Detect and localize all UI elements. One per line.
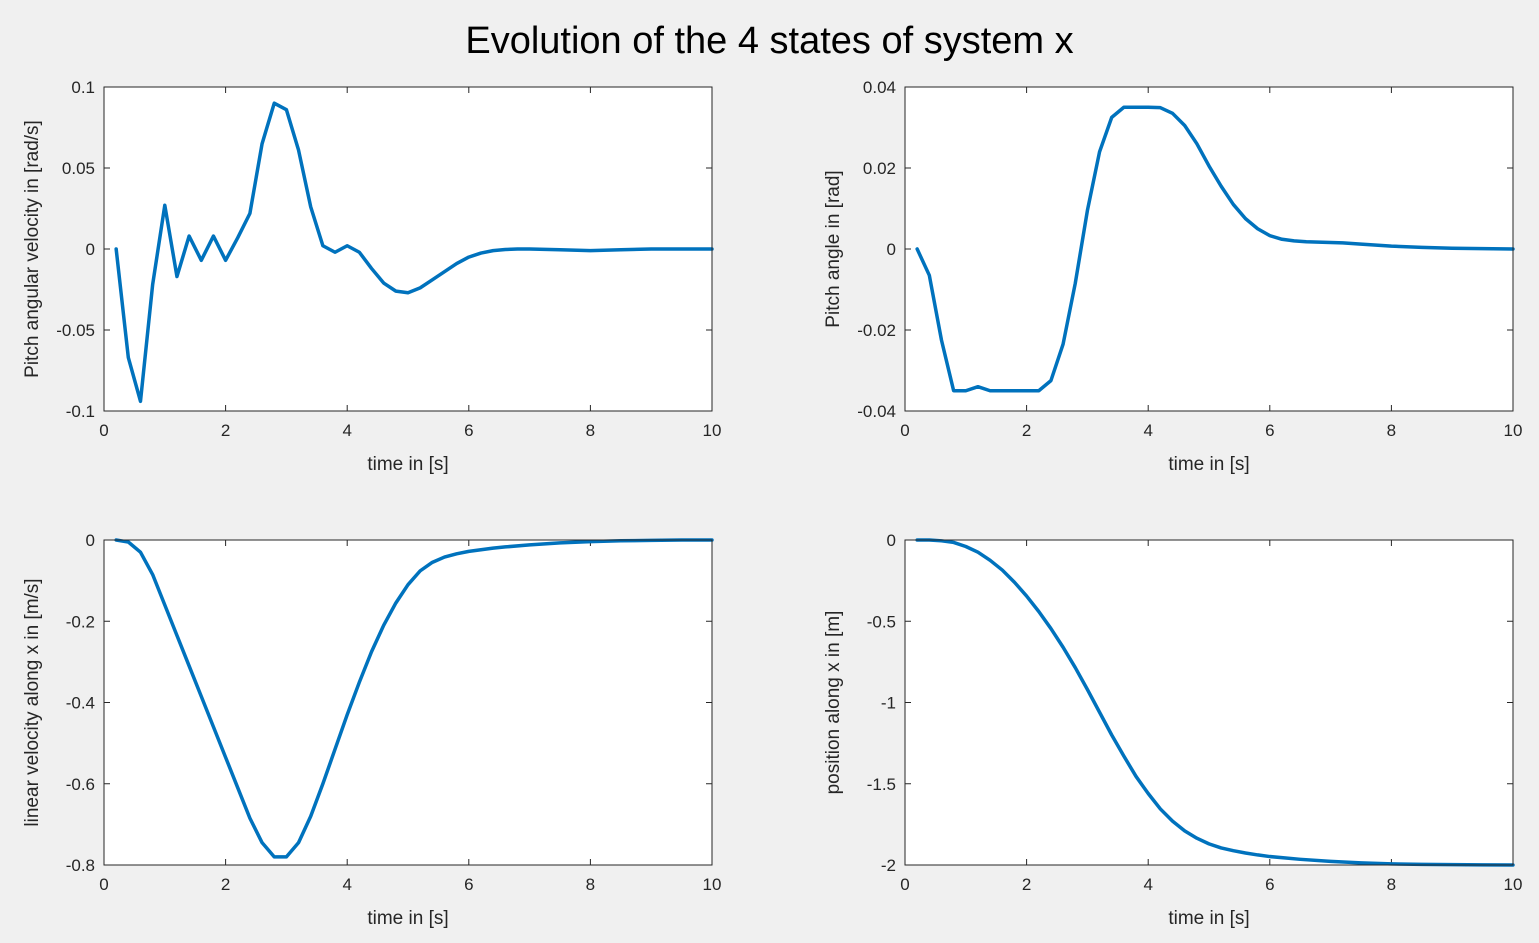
x-tick-label: 10: [1504, 875, 1523, 894]
x-axis-label: time in [s]: [1168, 454, 1249, 475]
y-tick-label: -0.8: [66, 856, 95, 875]
y-tick-label: -0.4: [66, 694, 95, 713]
subplot-4: 0 2 4 6 8 10 -2 -1.5 -1 -0.5 0 time in [s] position …: [823, 531, 1522, 929]
y-tick-label: 0: [887, 531, 896, 550]
x-tick-label: 0: [900, 421, 909, 440]
x-tick-label: 4: [342, 421, 351, 440]
x-tick-label: 6: [464, 875, 473, 894]
y-tick-label: -1.5: [867, 775, 896, 794]
y-axis-label: Pitch angle in [rad]: [823, 170, 844, 327]
y-tick-label: -0.5: [867, 612, 896, 631]
y-tick-label: -2: [881, 856, 896, 875]
y-tick-label: -0.04: [857, 402, 896, 421]
x-tick-label: 6: [1265, 875, 1274, 894]
y-tick-label: 0: [86, 531, 95, 550]
subplot-3: 0 2 4 6 8 10 -0.8 -0.6 -0.4 -0.2 0 time in [s] linea…: [22, 531, 721, 929]
y-tick-label: 0.1: [71, 78, 95, 97]
y-tick-label: -0.2: [66, 612, 95, 631]
x-tick-label: 8: [586, 421, 595, 440]
x-tick-label: 6: [1265, 421, 1274, 440]
x-axis-label: time in [s]: [367, 908, 448, 929]
x-tick-label: 10: [1504, 421, 1523, 440]
y-tick-label: -0.05: [56, 321, 95, 340]
x-tick-label: 8: [1387, 875, 1396, 894]
x-tick-label: 4: [342, 875, 351, 894]
series-line: [114, 101, 714, 404]
series-line: [114, 538, 714, 859]
x-tick-label: 8: [586, 875, 595, 894]
subplot-2: 0 2 4 6 8 10 -0.04 -0.02 0 0.02 0.04 time in [s] Pit…: [823, 78, 1522, 475]
y-tick-label: 0.02: [863, 159, 896, 178]
x-tick-label: 2: [1022, 875, 1031, 894]
axes-box: [904, 539, 1514, 866]
y-tick-label: 0: [887, 240, 896, 259]
plot-area: [104, 540, 712, 865]
x-tick-label: 4: [1143, 875, 1152, 894]
y-tick-label: -0.1: [66, 402, 95, 421]
y-tick-label: -0.02: [857, 321, 896, 340]
y-axis-label: Pitch angular velocity in [rad/s]: [22, 120, 43, 378]
y-tick-label: 0: [86, 240, 95, 259]
y-tick-label: -1: [881, 694, 896, 713]
y-axis-label: position along x in [m]: [823, 611, 844, 795]
x-tick-label: 10: [703, 875, 722, 894]
x-tick-label: 0: [99, 421, 108, 440]
x-axis-label: time in [s]: [1168, 908, 1249, 929]
series-line: [915, 105, 1515, 393]
series-line: [915, 538, 1515, 867]
axes-box: [103, 86, 713, 412]
x-tick-label: 2: [221, 421, 230, 440]
x-tick-label: 10: [703, 421, 722, 440]
figure-title: Evolution of the 4 states of system x: [465, 20, 1074, 62]
y-tick-label: 0.05: [62, 159, 95, 178]
x-tick-label: 6: [464, 421, 473, 440]
x-tick-label: 8: [1387, 421, 1396, 440]
x-tick-label: 4: [1143, 421, 1152, 440]
x-tick-label: 0: [900, 875, 909, 894]
x-tick-label: 2: [221, 875, 230, 894]
y-axis-label: linear velocity along x in [m/s]: [22, 578, 43, 826]
subplot-1: 0 2 4 6 8 10 -0.1 -0.05 0 0.05 0.1 time in [s] Pitch…: [22, 78, 721, 475]
y-tick-label: 0.04: [863, 78, 896, 97]
x-tick-label: 0: [99, 875, 108, 894]
axes-box: [103, 539, 713, 866]
x-axis-label: time in [s]: [367, 454, 448, 475]
x-tick-label: 2: [1022, 421, 1031, 440]
axes-box: [904, 86, 1514, 412]
y-tick-label: -0.6: [66, 775, 95, 794]
plot-area: [905, 87, 1513, 411]
plot-area: [905, 540, 1513, 865]
